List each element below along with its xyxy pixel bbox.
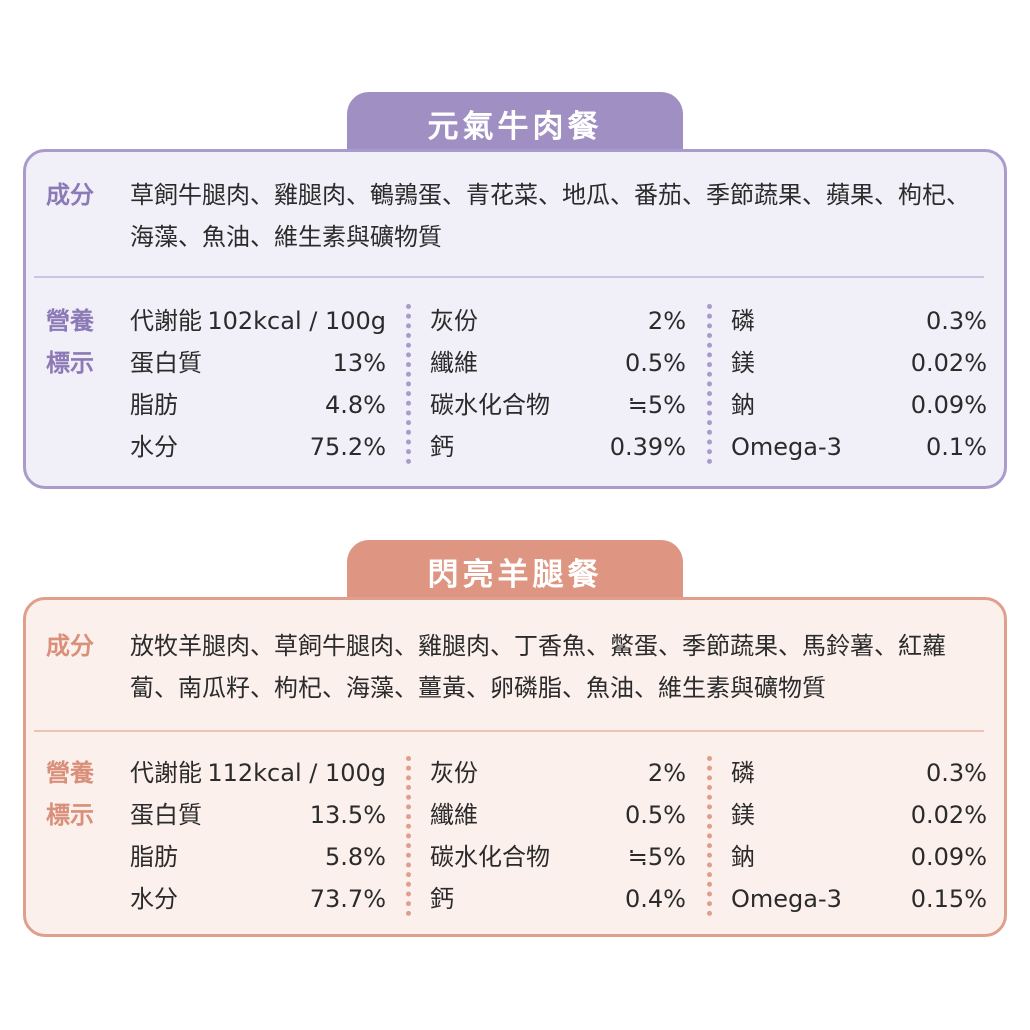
lamb-meal-title: 閃亮羊腿餐	[427, 556, 603, 593]
column-separator	[707, 756, 712, 916]
beef-meal-card: 成分 草飼牛腿肉、雞腿肉、鵪鶉蛋、青花菜、地瓜、番茄、季節蔬果、蘋果、枸杞、海藻…	[23, 149, 1007, 489]
lamb-meal-card: 成分 放牧羊腿肉、草飼牛腿肉、雞腿肉、丁香魚、鱉蛋、季節蔬果、馬鈴薯、紅蘿蔔、南…	[23, 597, 1007, 937]
nutrition-row: 水分 75.2%	[130, 433, 386, 461]
ingredients-text: 草飼牛腿肉、雞腿肉、鵪鶉蛋、青花菜、地瓜、番茄、季節蔬果、蘋果、枸杞、海藻、魚油…	[130, 181, 970, 251]
nutrition-row: 代謝能 112kcal / 100g	[130, 759, 386, 787]
nutrition-row: 磷 0.3%	[731, 759, 987, 787]
nutrition-row: 碳水化合物 ≒5%	[430, 391, 686, 419]
section-divider	[34, 276, 984, 278]
column-separator	[406, 304, 411, 464]
nutrition-row: 灰份 2%	[430, 759, 686, 787]
nutrition-column-1: 代謝能 102kcal / 100g 蛋白質 13% 脂肪 4.8% 水分 75.2%	[130, 300, 386, 468]
nutrition-column-3: 磷 0.3% 鎂 0.02% 鈉 0.09% Omega-3 0.15%	[731, 752, 987, 920]
nutrition-row: 脂肪 4.8%	[130, 391, 386, 419]
nutrition-column-2: 灰份 2% 纖維 0.5% 碳水化合物 ≒5% 鈣 0.4%	[430, 752, 686, 920]
nutrition-row: Omega-3 0.1%	[731, 433, 987, 461]
ingredients-label: 成分	[46, 632, 94, 660]
nutrition-row: 鎂 0.02%	[731, 349, 987, 377]
section-divider	[34, 730, 984, 732]
ingredients-text: 放牧羊腿肉、草飼牛腿肉、雞腿肉、丁香魚、鱉蛋、季節蔬果、馬鈴薯、紅蘿蔔、南瓜籽、…	[130, 632, 946, 702]
nutrition-row: 纖維 0.5%	[430, 349, 686, 377]
beef-meal-title: 元氣牛肉餐	[427, 108, 603, 145]
nutrition-row: 灰份 2%	[430, 307, 686, 335]
ingredients-label: 成分	[46, 181, 94, 209]
column-separator	[707, 304, 712, 464]
column-separator	[406, 756, 411, 916]
lamb-meal-title-tab: 閃亮羊腿餐	[347, 540, 683, 598]
nutrition-row: 鎂 0.02%	[731, 801, 987, 829]
nutrition-row: 鈣 0.39%	[430, 433, 686, 461]
nutrition-row: 碳水化合物 ≒5%	[430, 843, 686, 871]
nutrition-row: 蛋白質 13%	[130, 349, 386, 377]
nutrition-column-1: 代謝能 112kcal / 100g 蛋白質 13.5% 脂肪 5.8% 水分 73.7…	[130, 752, 386, 920]
nutrition-row: 鈉 0.09%	[731, 391, 987, 419]
nutrition-column-2: 灰份 2% 纖維 0.5% 碳水化合物 ≒5% 鈣 0.39%	[430, 300, 686, 468]
nutrition-row: 水分 73.7%	[130, 885, 386, 913]
nutrition-row: 脂肪 5.8%	[130, 843, 386, 871]
nutrition-row: 鈣 0.4%	[430, 885, 686, 913]
nutrition-row: 鈉 0.09%	[731, 843, 987, 871]
nutrition-row: 代謝能 102kcal / 100g	[130, 307, 386, 335]
nutrition-label: 營養 標示	[46, 759, 94, 829]
nutrition-row: 纖維 0.5%	[430, 801, 686, 829]
nutrition-row: Omega-3 0.15%	[731, 885, 987, 913]
nutrition-row: 蛋白質 13.5%	[130, 801, 386, 829]
nutrition-column-3: 磷 0.3% 鎂 0.02% 鈉 0.09% Omega-3 0.1%	[731, 300, 987, 468]
nutrition-row: 磷 0.3%	[731, 307, 987, 335]
beef-meal-title-tab: 元氣牛肉餐	[347, 92, 683, 150]
nutrition-label: 營養 標示	[46, 307, 94, 377]
